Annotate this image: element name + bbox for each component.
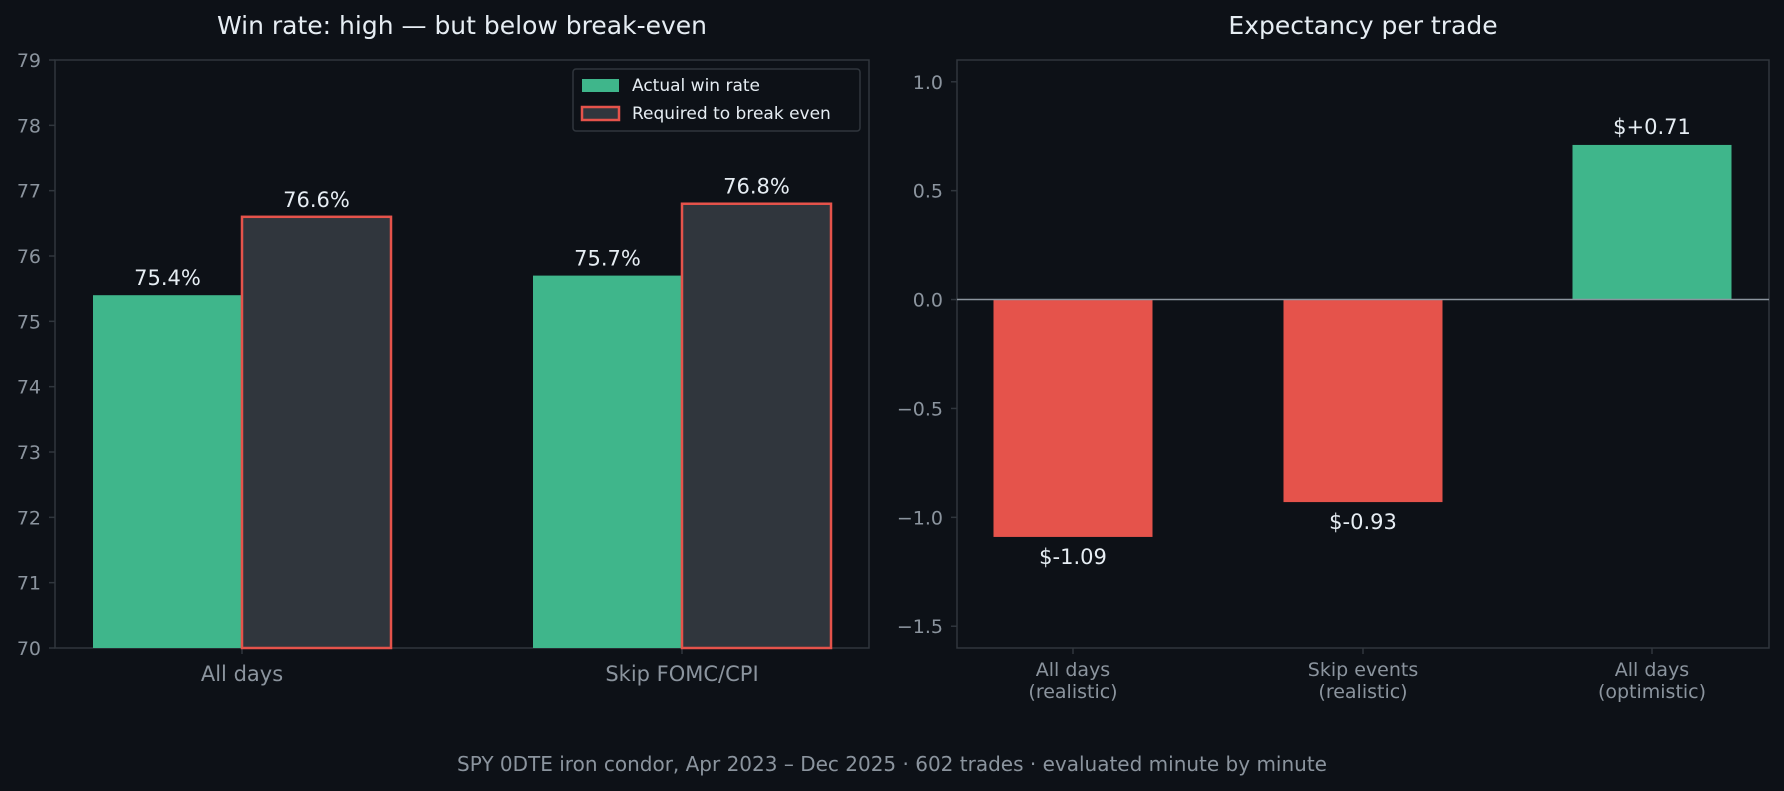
y-tick-label: 75 (17, 311, 41, 333)
y-tick-label: 74 (17, 377, 41, 399)
bar-actual-win-rate (93, 295, 242, 648)
legend-label: Actual win rate (632, 76, 760, 96)
plot-frame (54, 59, 870, 649)
x-tick-label: Skip FOMC/CPI (605, 662, 758, 686)
y-tick-label: 71 (17, 573, 41, 595)
y-tick-label: 76 (17, 246, 41, 268)
legend-swatch (580, 105, 621, 122)
bar-expectancy (1572, 144, 1732, 300)
y-tick-label: 78 (17, 115, 41, 137)
x-tick-label: (realistic) (1028, 681, 1117, 703)
x-tick-label: (optimistic) (1598, 681, 1706, 703)
chart-title: Win rate: high — but below break-even (217, 11, 707, 40)
bar-value-label: 76.6% (283, 188, 350, 212)
bar-value-label: 75.4% (134, 266, 201, 290)
bar-value-label: $+0.71 (1613, 115, 1691, 139)
y-tick-label: 70 (17, 638, 41, 660)
legend-swatch (582, 79, 619, 92)
bar-value-label: 75.7% (574, 247, 641, 271)
y-tick-label: 0.5 (913, 181, 943, 203)
legend-box (572, 68, 861, 132)
y-tick-label: −1.0 (897, 507, 943, 529)
y-tick-label: −0.5 (897, 398, 943, 420)
bar-actual-win-rate (533, 275, 682, 648)
y-tick-label: 1.0 (913, 72, 943, 94)
expectancy-chart: Expectancy per trade 1.0 0.5 0.0 −0.5 −1.0 −1.… (897, 11, 1770, 703)
y-tick-label: 0.0 (913, 290, 943, 312)
chart-title: Expectancy per trade (1228, 11, 1497, 40)
x-tick-label: All days (201, 662, 283, 686)
bar-expectancy (1283, 299, 1443, 503)
x-tick-label: All days (1036, 659, 1110, 681)
bar-value-label: $-1.09 (1039, 545, 1107, 569)
footer-caption: SPY 0DTE iron condor, Apr 2023 – Dec 202… (457, 752, 1327, 776)
x-tick-label: All days (1615, 659, 1689, 681)
bar-break-even-rate (240, 215, 393, 650)
bar-value-label: $-0.93 (1329, 510, 1397, 534)
win-rate-chart: Win rate: high — but below break-even 70 7… (17, 11, 870, 686)
x-tick-label: Skip events (1308, 659, 1418, 681)
y-tick-label: 73 (17, 442, 41, 464)
y-tick-label: 77 (17, 181, 41, 203)
bar-value-label: 76.8% (723, 175, 790, 199)
legend-label: Required to break even (632, 104, 831, 124)
bar-break-even-rate (680, 202, 833, 650)
x-tick-label: (realistic) (1318, 681, 1407, 703)
y-tick-label: 72 (17, 507, 41, 529)
y-tick-label: 79 (17, 50, 41, 72)
y-tick-label: −1.5 (897, 616, 943, 638)
bar-expectancy (993, 299, 1153, 537)
